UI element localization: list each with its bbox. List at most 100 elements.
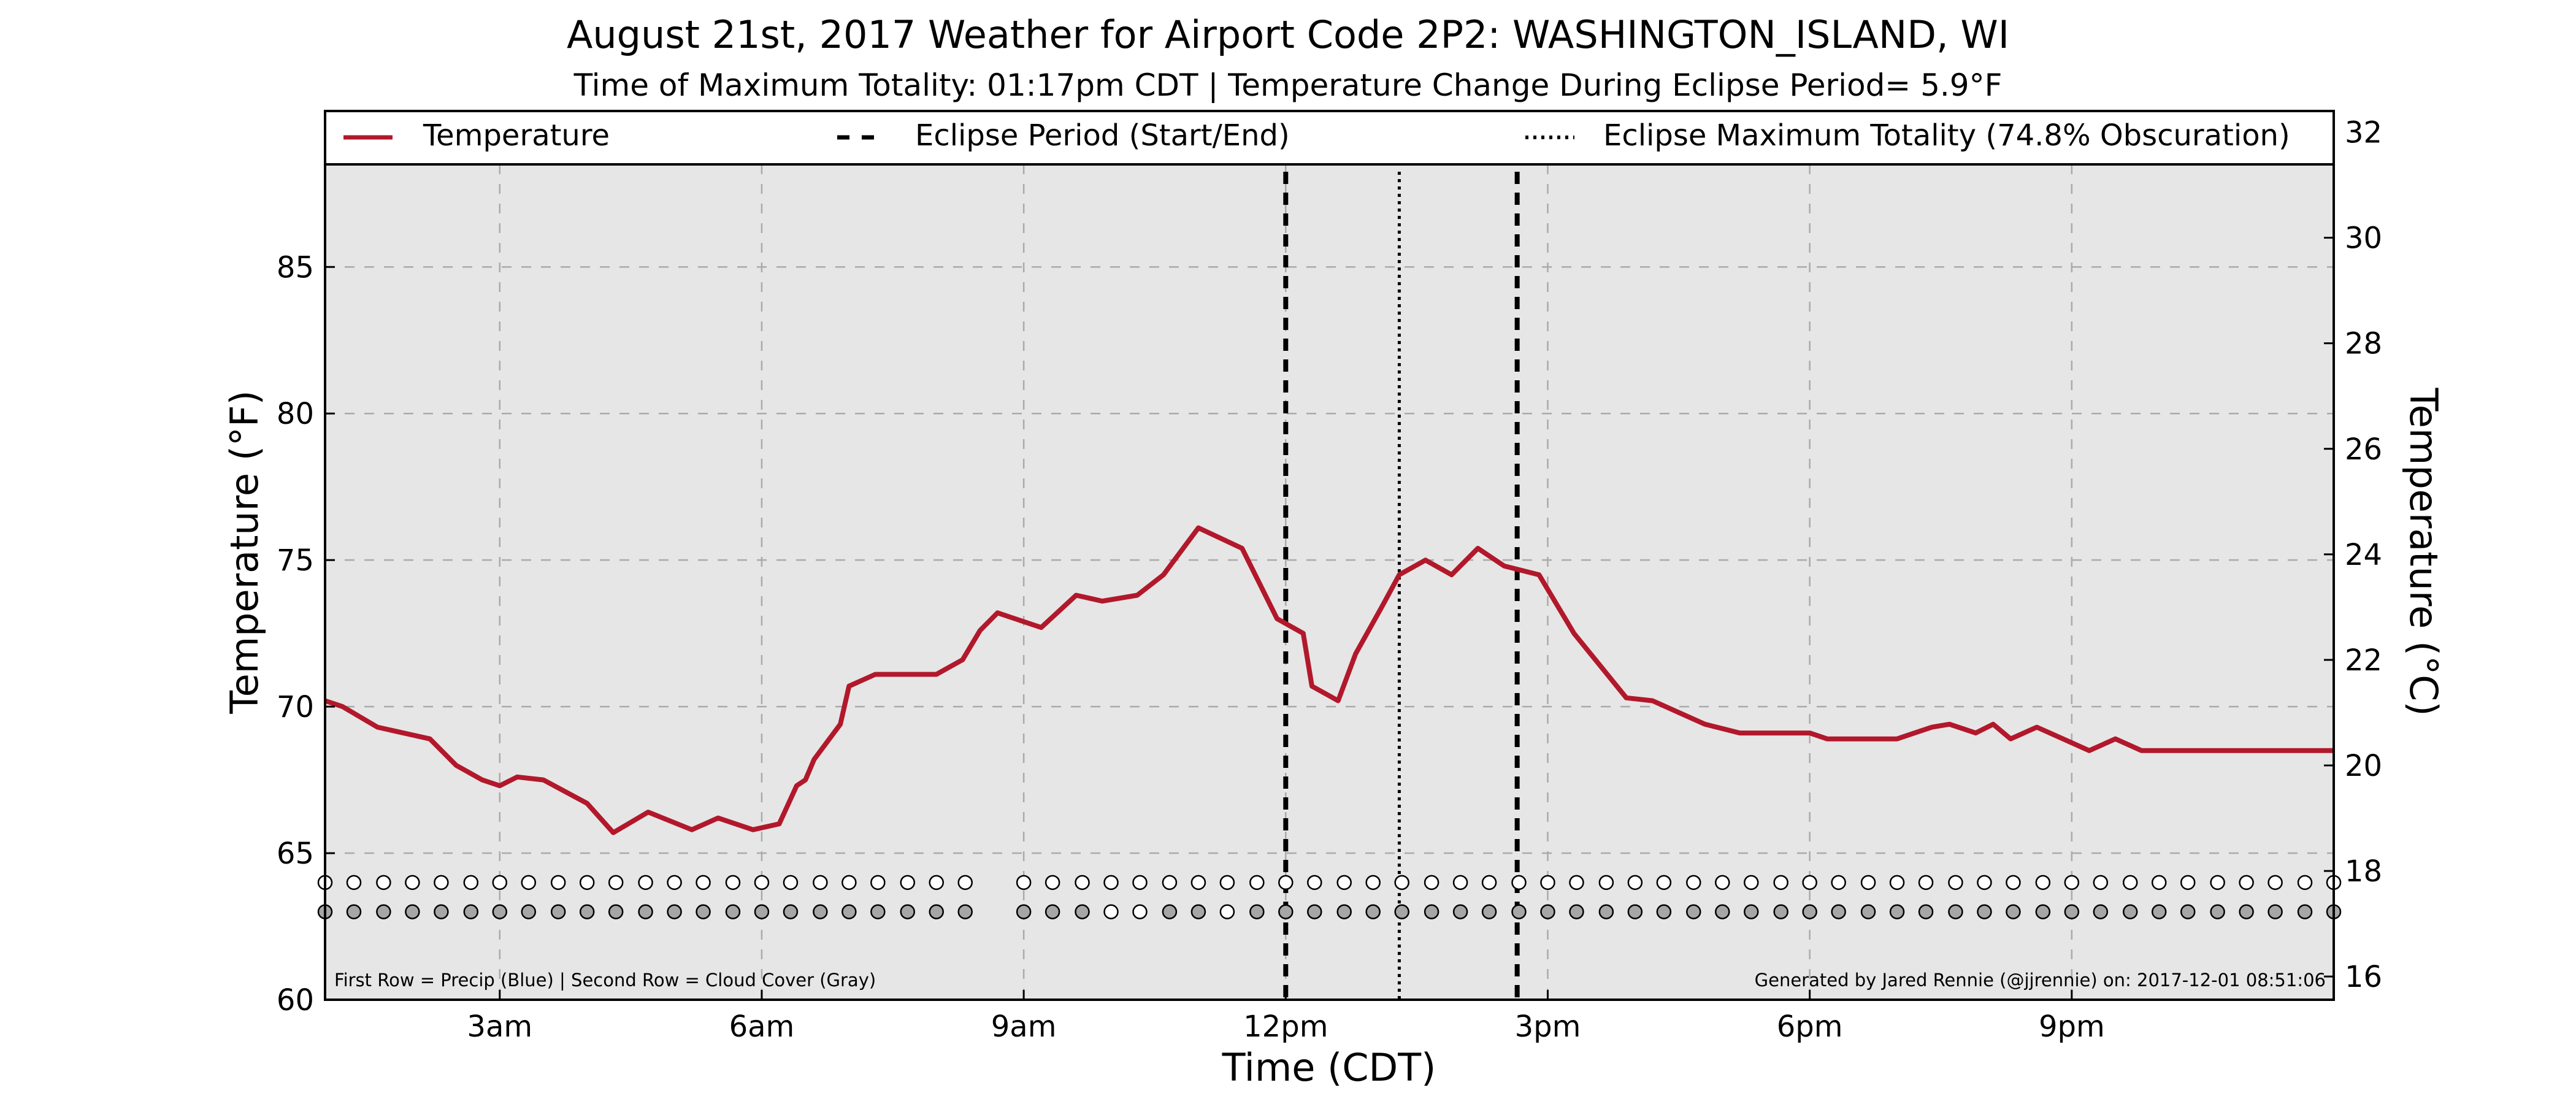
precip-marker [929, 875, 944, 891]
precip-marker [346, 875, 362, 891]
precip-marker [1598, 875, 1614, 891]
precip-marker [2006, 875, 2021, 891]
precip-marker [1016, 875, 1032, 891]
cloud-cover-marker [2151, 904, 2167, 919]
precip-marker [957, 875, 973, 891]
cloud-cover-marker [1511, 904, 1527, 919]
cloud-cover-marker [1948, 904, 1963, 919]
precip-marker [1627, 875, 1643, 891]
cloud-cover-marker [405, 904, 420, 919]
cloud-cover-marker [1918, 904, 1934, 919]
cloud-cover-marker [2297, 904, 2313, 919]
cloud-cover-marker [2064, 904, 2080, 919]
precip-marker [1394, 875, 1409, 891]
cloud-cover-marker [1481, 904, 1497, 919]
precip-marker [1249, 875, 1265, 891]
cloud-cover-marker [1103, 904, 1119, 919]
cloud-cover-marker [870, 904, 886, 919]
cloud-cover-marker [638, 904, 653, 919]
precip-marker [1715, 875, 1730, 891]
cloud-cover-marker [1569, 904, 1584, 919]
cloud-cover-marker [1394, 904, 1409, 919]
cloud-cover-marker [929, 904, 944, 919]
cloud-cover-marker [696, 904, 711, 919]
y-tick-label: 85 [277, 250, 314, 285]
precip-marker [1860, 875, 1876, 891]
y-axis-label: Temperature (°F) [222, 390, 267, 714]
precip-marker [1278, 875, 1294, 891]
precip-marker [2151, 875, 2167, 891]
cloud-cover-marker [1278, 904, 1294, 919]
precip-marker [1686, 875, 1701, 891]
cloud-cover-marker [1627, 904, 1643, 919]
precip-marker [1569, 875, 1584, 891]
temperature-series-line [324, 525, 2334, 835]
cloud-cover-marker [1249, 904, 1265, 919]
precip-marker [2093, 875, 2109, 891]
precip-marker [813, 875, 828, 891]
cloud-cover-marker [1773, 904, 1788, 919]
precip-marker [1162, 875, 1178, 891]
precip-marker [754, 875, 770, 891]
y-right-tick-label: 32 [2345, 116, 2382, 150]
chart-subtitle: Time of Maximum Totality: 01:17pm CDT | … [573, 67, 2003, 103]
precip-marker [405, 875, 420, 891]
precip-marker [1219, 875, 1235, 891]
precip-marker [1075, 875, 1090, 891]
cloud-cover-marker [1162, 904, 1178, 919]
x-tick-label: 3pm [1515, 1010, 1581, 1044]
y-ticks-left: 60 65 70 75 80 85 [277, 250, 335, 1018]
x-tick-label: 12pm [1243, 1010, 1328, 1044]
precip-marker [1802, 875, 1817, 891]
precip-marker [638, 875, 653, 891]
precip-marker [696, 875, 711, 891]
precip-marker [1831, 875, 1846, 891]
precip-marker [1773, 875, 1788, 891]
y-right-tick-label: 16 [2345, 960, 2382, 994]
cloud-cover-marker [783, 904, 799, 919]
precip-marker [2064, 875, 2080, 891]
precip-marker [2122, 875, 2138, 891]
precip-marker [1307, 875, 1322, 891]
legend-box [324, 110, 2335, 166]
cloud-cover-marker [1016, 904, 1032, 919]
precip-marker [1511, 875, 1527, 891]
precip-marker [1103, 875, 1119, 891]
y-axis-label-right: Temperature (°C) [2401, 387, 2446, 716]
cloud-cover-marker [1686, 904, 1701, 919]
x-axis-label: Time (CDT) [1222, 1045, 1436, 1090]
precip-marker [1045, 875, 1060, 891]
cloud-cover-marker [608, 904, 624, 919]
cloud-cover-marker [2122, 904, 2138, 919]
cloud-cover-marker [1802, 904, 1817, 919]
cloud-cover-marker [492, 904, 508, 919]
precip-marker [1481, 875, 1497, 891]
cloud-cover-marker [1045, 904, 1060, 919]
cloud-cover-marker [957, 904, 973, 919]
cloud-cover-marker [2035, 904, 2051, 919]
cloud-cover-marker [1598, 904, 1614, 919]
cloud-cover-marker [1540, 904, 1555, 919]
chart-title: August 21st, 2017 Weather for Airport Co… [567, 12, 2009, 57]
legend: Temperature Eclipse Period (Start/End) E… [343, 118, 2290, 153]
cloud-cover-marker [2093, 904, 2109, 919]
precip-marker [1365, 875, 1381, 891]
cloud-cover-marker [346, 904, 362, 919]
y-tick-label: 80 [277, 397, 314, 431]
precip-marker [841, 875, 857, 891]
precip-marker [870, 875, 886, 891]
cloud-cover-marker [550, 904, 566, 919]
precip-marker [1889, 875, 1905, 891]
precip-marker [463, 875, 479, 891]
grid [325, 164, 2334, 1000]
y-right-tick-label: 26 [2345, 432, 2382, 467]
cloud-cover-marker [1219, 904, 1235, 919]
cloud-cover-marker [1860, 904, 1876, 919]
x-tick-label: 9am [991, 1010, 1057, 1044]
precip-marker [492, 875, 508, 891]
y-tick-label: 65 [277, 837, 314, 871]
eclipse-markers [1283, 172, 1520, 1000]
y-tick-label: 70 [277, 690, 314, 724]
precip-marker [2267, 875, 2283, 891]
cloud-cover-marker [754, 904, 770, 919]
